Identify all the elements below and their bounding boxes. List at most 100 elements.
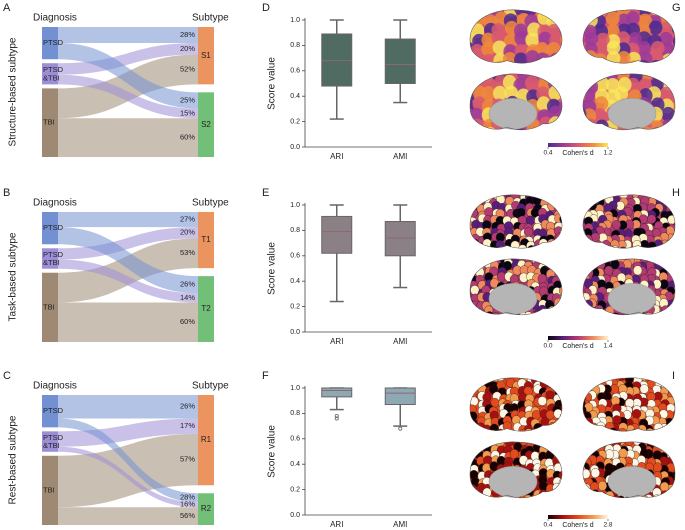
y-tick-label: 0.0: [290, 329, 300, 336]
parcel: [638, 51, 653, 64]
parcel: [548, 421, 558, 432]
parcel: [582, 483, 585, 494]
parcel: [652, 432, 661, 441]
flow-label: 28%: [180, 493, 195, 502]
parcel: [675, 430, 684, 439]
parcel: [661, 106, 675, 122]
parcel: [582, 278, 583, 289]
parcel: [673, 258, 675, 264]
parcel: [658, 428, 669, 432]
parcel: [582, 258, 586, 265]
parcel: [596, 427, 606, 432]
source-node: [42, 431, 58, 452]
parcel: [606, 51, 621, 64]
parcel: [555, 448, 563, 459]
parcel: [470, 285, 480, 296]
parcel: [470, 377, 473, 382]
source-node: [42, 88, 58, 157]
x-tick-label: AMI: [393, 520, 407, 529]
parcel: [470, 53, 473, 64]
brain: [582, 73, 676, 131]
parcel: [561, 209, 563, 220]
parcel: [560, 89, 563, 105]
source-label: PTSD &TBI: [43, 433, 64, 450]
parcel: [503, 61, 518, 64]
brain: [469, 73, 563, 131]
parcel: [667, 313, 675, 315]
parcel: [560, 41, 563, 57]
parcel: [518, 244, 528, 249]
parcel: [481, 85, 496, 101]
parcel: [672, 239, 675, 249]
flow-label: 56%: [180, 511, 195, 520]
parcel: [594, 96, 609, 112]
parcel: [583, 441, 593, 449]
parcel: [547, 378, 557, 389]
parcel: [509, 449, 519, 459]
parcel: [551, 258, 561, 263]
parcel: [616, 73, 631, 81]
parcel: [470, 417, 474, 427]
flow-label: 60%: [180, 133, 195, 142]
parcel: [481, 53, 496, 64]
parcel: [674, 298, 675, 309]
parcel: [582, 448, 584, 459]
parcel: [624, 441, 634, 446]
parcel: [650, 9, 664, 16]
parcel: [557, 61, 563, 64]
parcel: [470, 258, 478, 263]
flow: [58, 27, 198, 44]
brain: [582, 9, 676, 64]
parcel: [574, 494, 583, 504]
parcel: [470, 288, 471, 299]
y-tick-label: 0.4: [290, 93, 300, 100]
parcel: [582, 129, 596, 130]
parcel: [495, 497, 505, 498]
y-tick-label: 1.0: [290, 202, 300, 209]
parcel: [548, 116, 563, 130]
parcel: [627, 60, 641, 64]
parcel: [559, 75, 563, 91]
target-node: [198, 395, 214, 486]
parcel: [470, 442, 471, 453]
parcel: [554, 418, 563, 429]
parcel: [618, 448, 628, 459]
parcel: [582, 194, 584, 199]
parcel: [470, 76, 476, 92]
parcel: [560, 258, 563, 266]
parcel: [544, 377, 554, 384]
parcel: [561, 383, 563, 394]
flow: [58, 54, 198, 119]
parcel: [495, 428, 505, 432]
parcel: [669, 77, 675, 93]
parcel: [512, 431, 521, 440]
parcel: [583, 261, 593, 272]
y-tick-label: 0.0: [290, 512, 300, 519]
parcel: [659, 441, 669, 448]
parcel: [618, 314, 628, 315]
parcel: [560, 194, 563, 205]
parcel: [475, 377, 485, 384]
flow: [58, 302, 198, 342]
x-tick-label: ARI: [330, 337, 343, 346]
parcel: [670, 119, 675, 130]
parcel: [606, 40, 621, 55]
parcel: [582, 490, 586, 498]
parcel: [583, 306, 593, 315]
target-node: [198, 276, 214, 342]
outlier: [334, 416, 339, 421]
parcel: [583, 248, 592, 257]
parcel: [470, 118, 484, 130]
parcel: [484, 207, 494, 217]
brain: [461, 194, 563, 249]
parcel: [461, 202, 470, 211]
brain-outline: [469, 194, 563, 249]
parcel: [560, 9, 563, 16]
parcel: [574, 469, 583, 479]
source-title: Diagnosis: [33, 198, 77, 209]
target-node: [198, 92, 214, 157]
y-axis-label: Structure-based subtype: [8, 37, 19, 146]
brain-surface: [461, 194, 563, 249]
parcel: [618, 246, 628, 249]
